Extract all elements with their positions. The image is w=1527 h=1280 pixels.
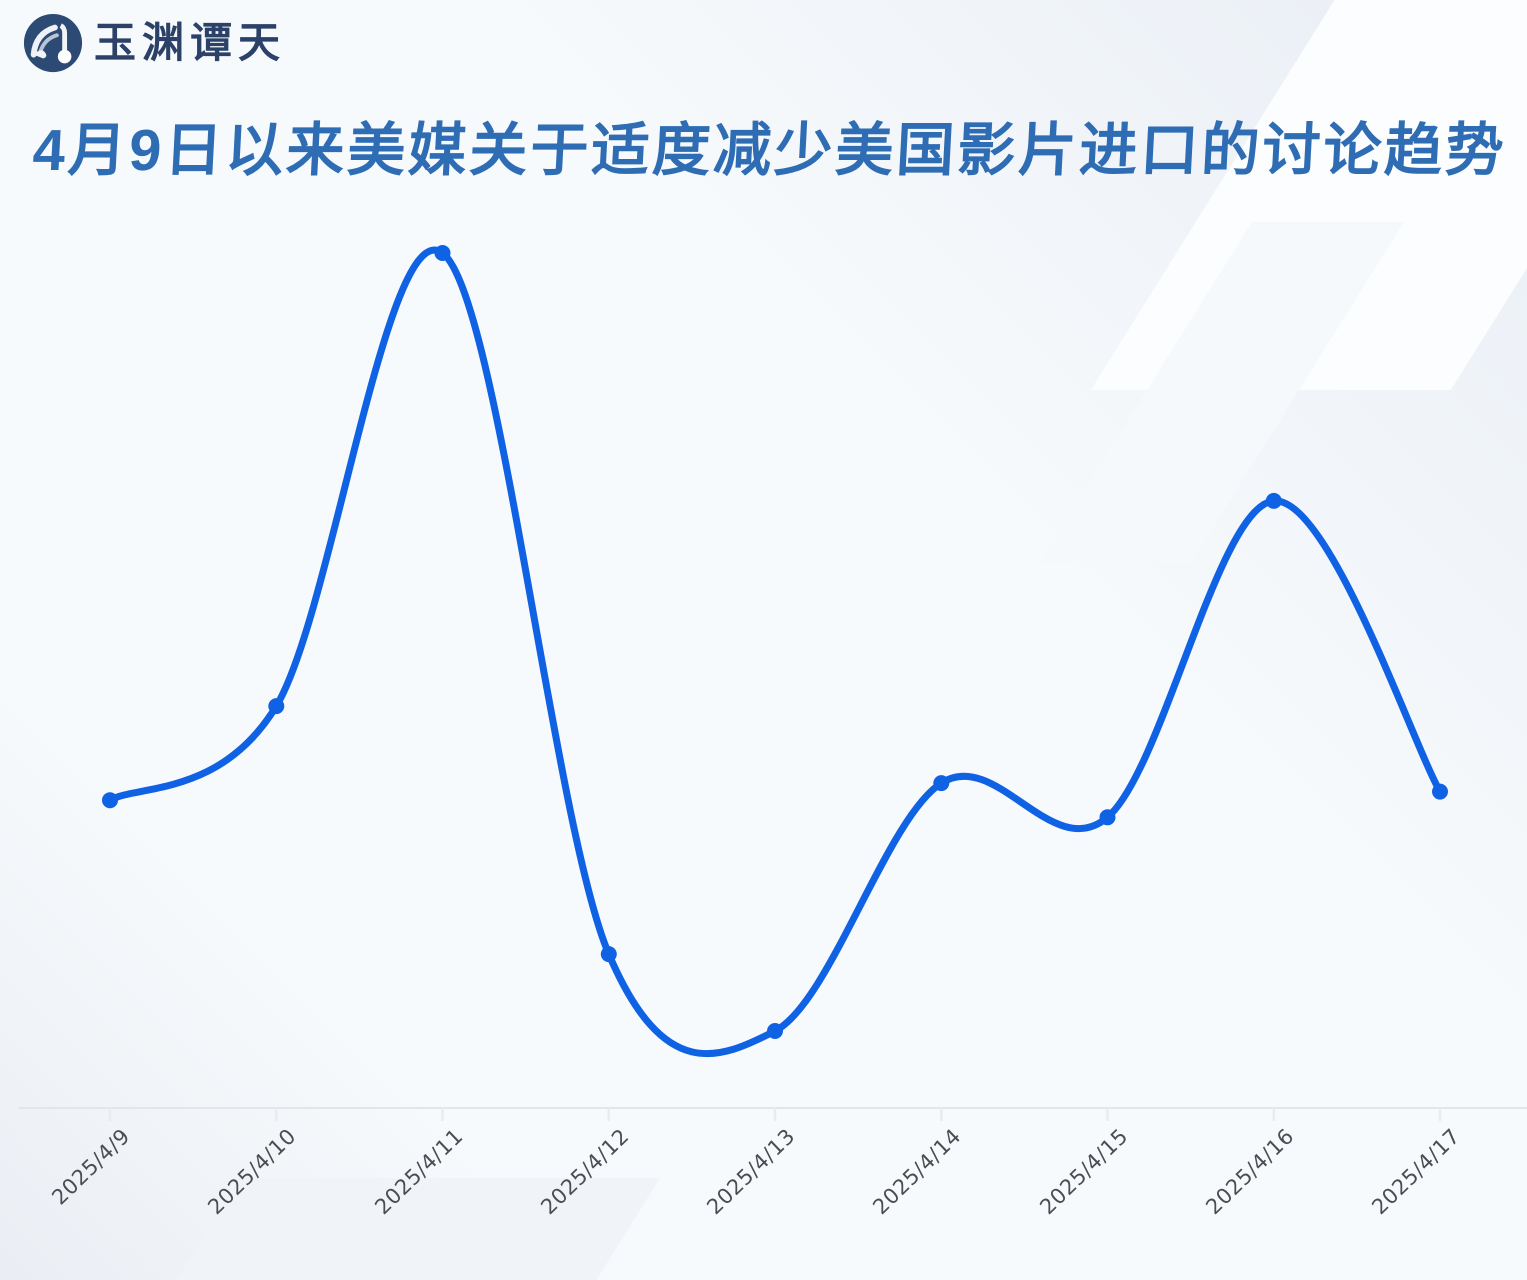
data-point-marker [268, 698, 285, 715]
wave-circle-logo-icon [23, 13, 83, 73]
x-axis-ticks [108, 1108, 1442, 1121]
data-points [102, 245, 1448, 1039]
data-point-marker [600, 946, 617, 963]
brand-logo-text: 玉渊谭天 [94, 18, 287, 67]
data-point-marker [1432, 783, 1448, 800]
data-point-marker [434, 245, 451, 261]
brand-logo: 玉渊谭天 [22, 12, 286, 74]
trend-line [106, 246, 1444, 1058]
data-point-marker [102, 792, 118, 809]
data-point-marker [1265, 492, 1282, 509]
data-point-marker [767, 1023, 783, 1039]
data-point-marker [1099, 809, 1116, 826]
data-point-marker [933, 775, 950, 792]
